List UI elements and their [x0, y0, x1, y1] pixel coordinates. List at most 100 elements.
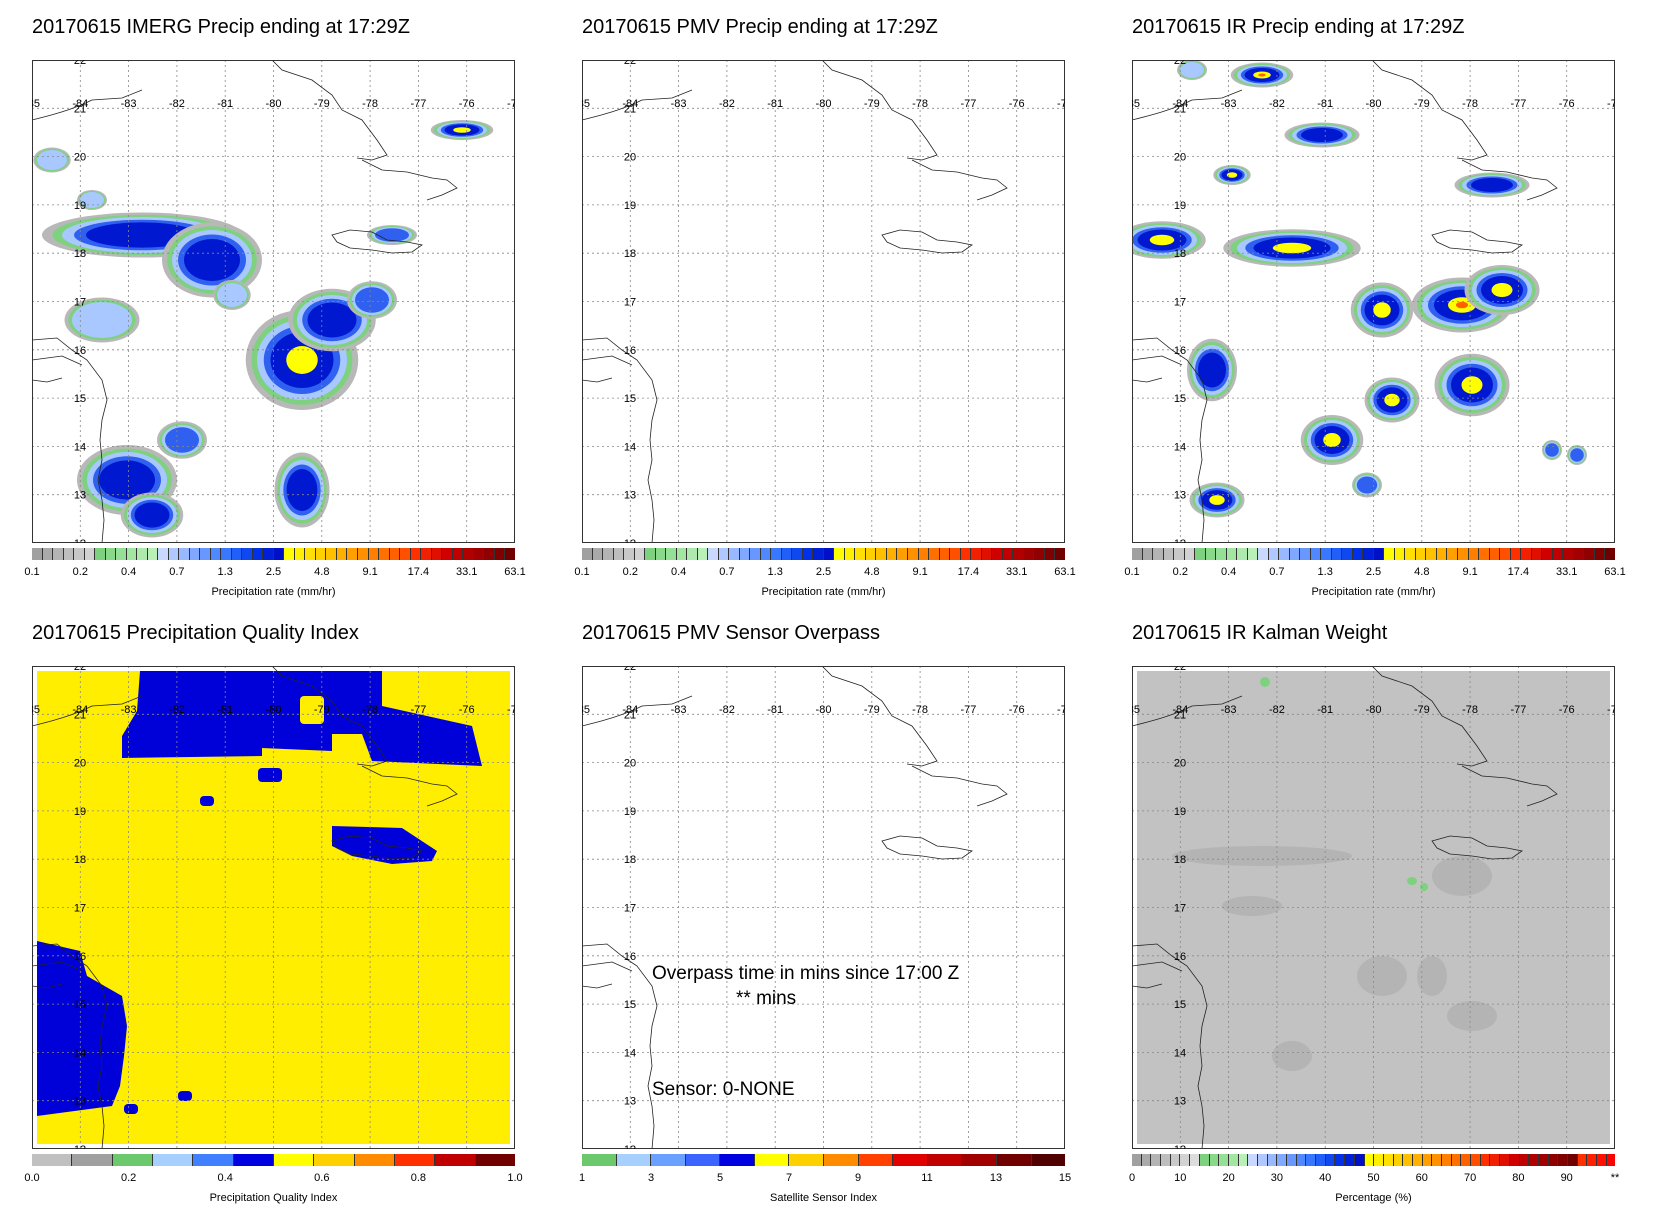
- colorbar-tick-label: 0.4: [217, 1172, 233, 1184]
- lat-tick-label: 20: [1174, 758, 1186, 770]
- colorbar-swatch: [95, 548, 106, 560]
- lon-tick-label: -75: [1057, 98, 1065, 110]
- colorbar-swatch: [326, 548, 337, 560]
- lon-tick-label: -75: [507, 98, 515, 110]
- colorbar-swatch: [32, 548, 43, 560]
- colorbar-swatch: [981, 548, 993, 560]
- lon-tick-label: -84: [1172, 98, 1188, 110]
- colorbar-swatch: [624, 548, 635, 560]
- map-pmv: -85 -84 -83 -82 -81 -80 -79 -78 -77 -76 -75 22 21 20 1…: [582, 60, 1065, 543]
- lon-tick-label: -82: [169, 704, 185, 716]
- lat-tick-label: 20: [1174, 152, 1186, 164]
- lat-tick-label: 19: [624, 200, 636, 212]
- colorbar-tick-label: 4.8: [1414, 566, 1430, 578]
- lon-tick-label: -79: [864, 98, 880, 110]
- lat-tick-label: 13: [624, 1096, 636, 1108]
- colorbar: [1132, 548, 1615, 560]
- colorbar-swatch: [1345, 1154, 1355, 1166]
- colorbar-swatch: [823, 548, 835, 560]
- lat-tick-label: 15: [624, 999, 636, 1011]
- lon-tick-label: -78: [362, 704, 378, 716]
- map-imerg: -85 -84 -83 -82 -81 -80 -79 -78 -77 -76 -75 22 21 20 1…: [32, 60, 515, 543]
- colorbar-tick-label: 17.4: [1507, 566, 1530, 578]
- panel-title: 20170615 IR Kalman Weight: [1132, 622, 1388, 644]
- colorbar-tick-label: 0.0: [24, 1172, 40, 1184]
- lat-tick-label: 21: [1174, 709, 1186, 721]
- colorbar-swatch: [210, 548, 222, 560]
- colorbar: [582, 548, 1065, 560]
- lat-tick-label: 15: [624, 393, 636, 405]
- colorbar-swatch: [771, 548, 782, 560]
- panel-title: 20170615 Precipitation Quality Index: [32, 622, 359, 644]
- colorbar: [1132, 1154, 1616, 1166]
- colorbar-swatch: [1577, 1154, 1588, 1166]
- colorbar-swatch: [1257, 1154, 1268, 1166]
- lon-tick-label: -78: [1462, 704, 1478, 716]
- lon-tick-label: -80: [1366, 704, 1382, 716]
- colorbar-label: Percentage (%): [1335, 1192, 1412, 1204]
- colorbar-tick-label: 0.6: [314, 1172, 330, 1184]
- lat-tick-label: 22: [1174, 60, 1186, 67]
- lon-tick-label: -83: [1221, 98, 1237, 110]
- colorbar-swatch: [1237, 548, 1248, 560]
- lon-tick-label: -84: [622, 704, 638, 716]
- lat-tick-label: 14: [1174, 1047, 1186, 1059]
- colorbar-swatch: [1316, 1154, 1326, 1166]
- colorbar-tick-label: 15: [1058, 1172, 1072, 1184]
- colorbar-swatch: [1383, 1154, 1394, 1166]
- lon-tick-label: -84: [72, 98, 88, 110]
- colorbar-swatch: [1447, 548, 1458, 560]
- colorbar-tick-label: 0.2: [72, 566, 88, 578]
- colorbar-swatch: [1248, 1154, 1258, 1166]
- lon-tick-label: -82: [719, 98, 735, 110]
- colorbar-swatch: [336, 548, 348, 560]
- colorbar-tick-label: 10: [1174, 1172, 1187, 1184]
- colorbar-swatch: [158, 548, 169, 560]
- lat-tick-label: 16: [624, 345, 636, 357]
- lat-tick-label: 17: [624, 297, 636, 309]
- colorbar-swatch: [824, 1154, 859, 1166]
- lon-tick-label: -81: [1317, 98, 1333, 110]
- colorbar-tick-label: 0.4: [670, 566, 687, 578]
- colorbar-tick-label: 30: [1270, 1172, 1284, 1184]
- colorbar-swatch: [1364, 1154, 1375, 1166]
- colorbar-tick-label: 33.1: [1005, 566, 1028, 578]
- lon-tick-label: -80: [1366, 98, 1382, 110]
- colorbar-swatch: [960, 548, 972, 560]
- colorbar-ticks: 0.0 0.2 0.4 0.6 0.8 1.0: [24, 1172, 522, 1186]
- colorbar-swatch: [1426, 548, 1437, 560]
- lon-tick-label: -78: [912, 98, 928, 110]
- colorbar-swatch: [855, 548, 866, 560]
- colorbar-swatch: [886, 548, 898, 560]
- colorbar-swatch: [1132, 1154, 1142, 1166]
- colorbar-tick-label: 63.1: [1604, 566, 1626, 578]
- colorbar-swatch: [1373, 548, 1385, 560]
- colorbar-swatch: [473, 548, 485, 560]
- colorbar-swatch: [1489, 548, 1501, 560]
- lon-tick-label: -81: [217, 98, 233, 110]
- lon-tick-label: -76: [1559, 98, 1575, 110]
- lon-tick-label: -83: [121, 704, 137, 716]
- colorbar-swatch: [645, 548, 656, 560]
- lon-tick-label: -77: [410, 98, 426, 110]
- lon-tick-label: -76: [1009, 704, 1025, 716]
- colorbar-swatch: [294, 548, 306, 560]
- lon-tick-label: -85: [1132, 98, 1140, 110]
- lon-tick-label: -82: [719, 704, 735, 716]
- colorbar-tick-label: 1.3: [217, 566, 233, 578]
- lat-tick-label: 20: [624, 758, 636, 770]
- colorbar-swatch: [1521, 548, 1532, 560]
- colorbar-swatch: [63, 548, 75, 560]
- colorbar-swatch: [1552, 548, 1564, 560]
- panel-title: 20170615 PMV Sensor Overpass: [582, 622, 880, 644]
- lon-tick-label: -76: [1559, 704, 1575, 716]
- colorbar-swatch: [1500, 548, 1511, 560]
- colorbar-swatch: [616, 1154, 652, 1166]
- colorbar: [32, 1154, 515, 1166]
- colorbar-swatch: [394, 1154, 436, 1166]
- lat-tick-label: 17: [74, 903, 86, 915]
- lat-tick-label: 13: [1174, 1096, 1186, 1108]
- colorbar-tick-label: 1: [578, 1172, 586, 1184]
- colorbar-swatch: [1587, 1154, 1597, 1166]
- colorbar-swatch: [927, 1154, 963, 1166]
